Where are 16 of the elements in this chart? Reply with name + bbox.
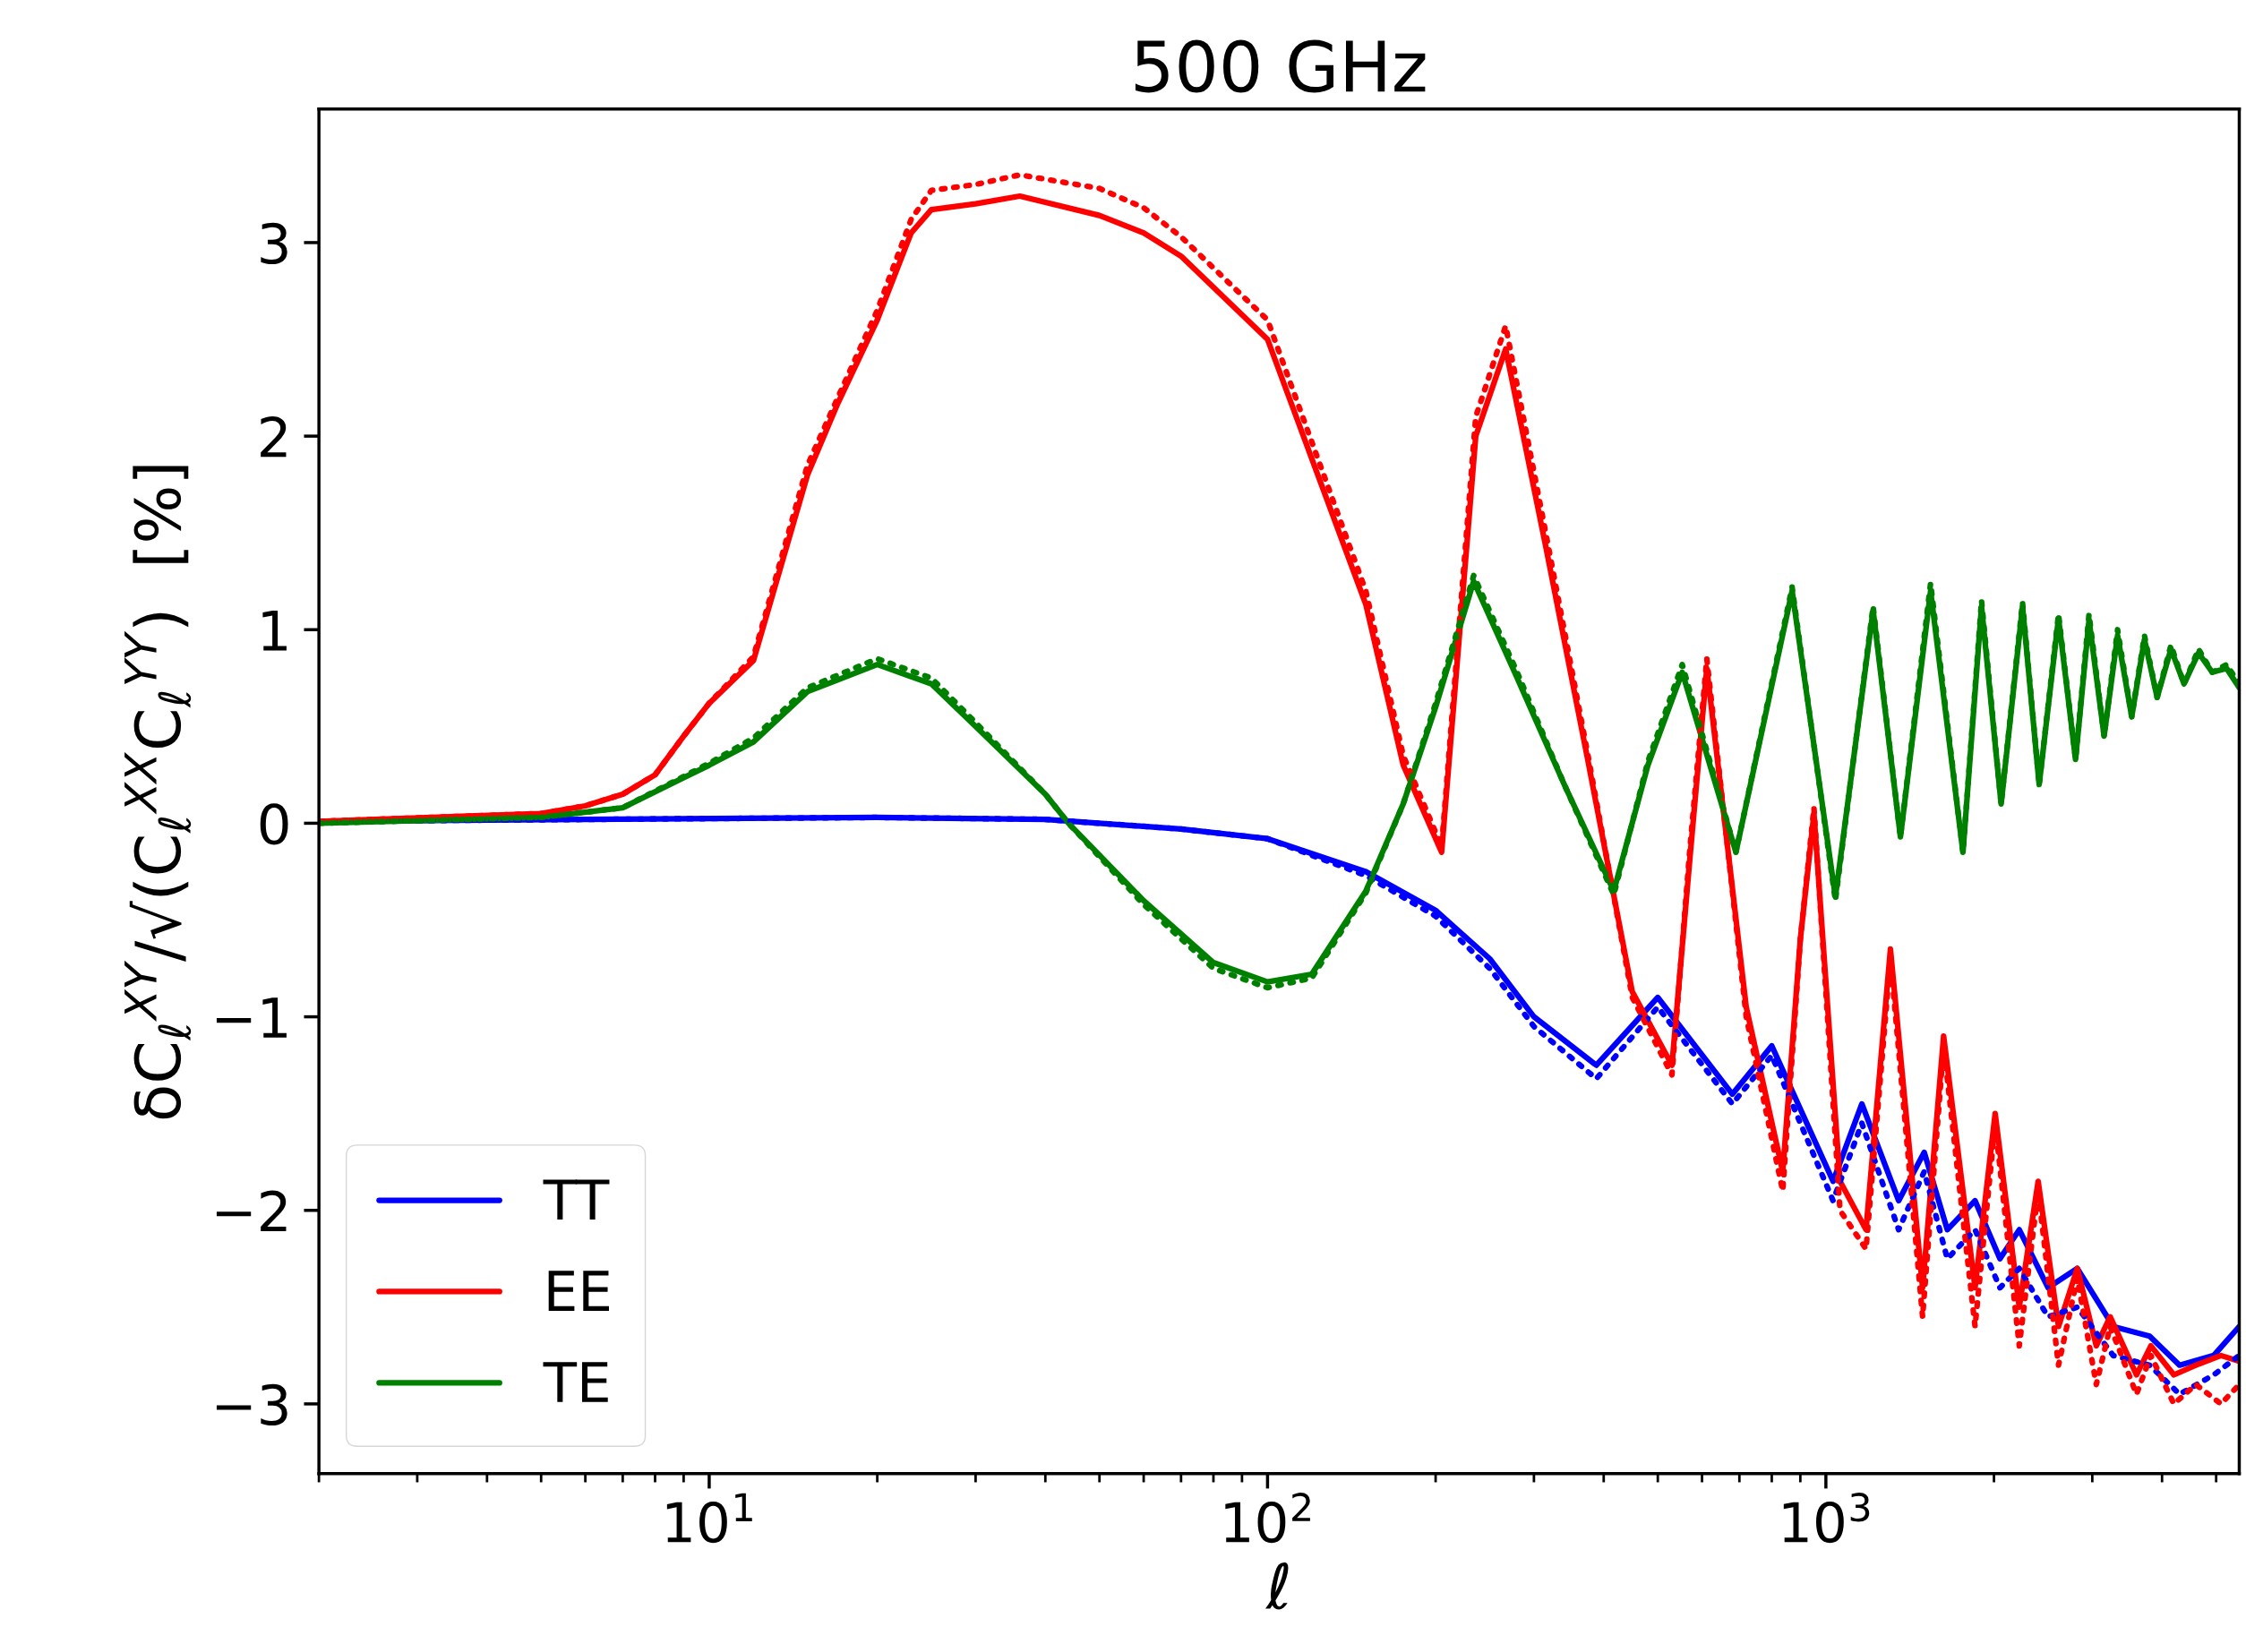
x-tick-label: 10$^{1}$ <box>666 1493 752 1544</box>
y-tick-label: 3 <box>261 222 287 265</box>
x-tick-label: 10$^{2}$ <box>1225 1493 1310 1544</box>
x-tick-label: 10$^{3}$ <box>1783 1493 1870 1544</box>
y-tick-label: 1 <box>262 610 287 651</box>
legend-label: EE <box>548 1271 609 1311</box>
y-tick-label: −3 <box>216 1383 287 1426</box>
chart-title: 500 GHz <box>1135 39 1426 93</box>
legend-label: TT <box>543 1179 610 1220</box>
y-tick-label: 2 <box>261 415 287 458</box>
y-tick-label: 0 <box>260 803 288 845</box>
y-tick-label: −1 <box>216 997 287 1038</box>
legend-label: TE <box>543 1362 608 1402</box>
x-axis-title: ℓ <box>1265 1562 1289 1610</box>
text: δC$_{ℓ}$$^{XY}$/√(C$_{ℓ}$$^{XX}$C$_{ℓ}$$^{YY}$) [%] <box>124 466 192 1119</box>
y-tick-label: −2 <box>216 1190 287 1231</box>
